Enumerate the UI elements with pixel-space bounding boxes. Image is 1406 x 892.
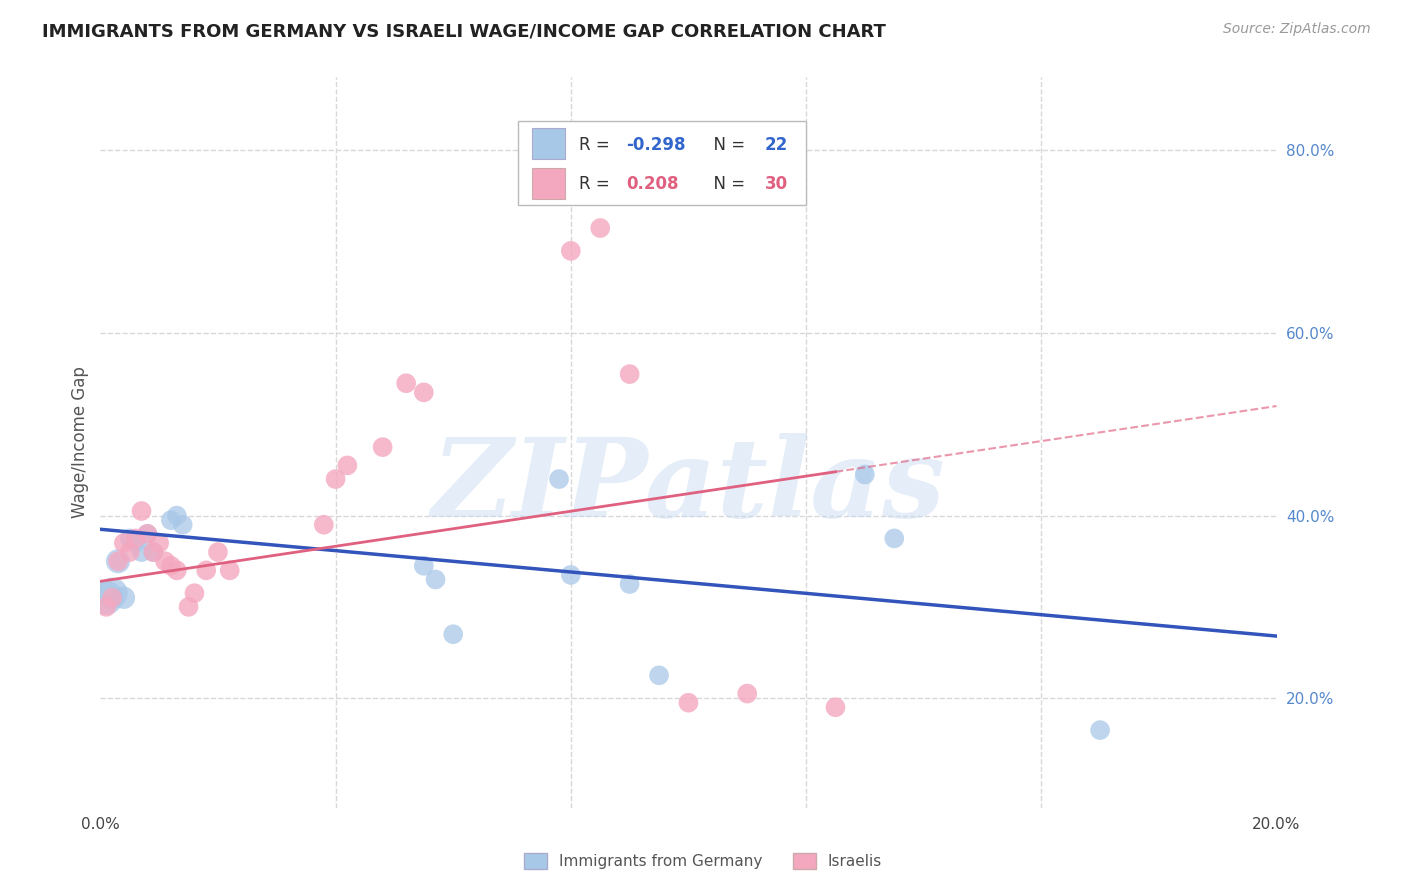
Point bbox=[160, 558, 183, 573]
Point bbox=[589, 221, 612, 235]
Bar bbox=[517, 121, 806, 205]
Point bbox=[112, 536, 135, 550]
Point bbox=[195, 563, 218, 577]
Point bbox=[124, 536, 146, 550]
Bar bbox=[531, 168, 565, 199]
Point bbox=[166, 563, 188, 577]
Point bbox=[371, 440, 394, 454]
Point bbox=[325, 472, 347, 486]
Point bbox=[153, 554, 176, 568]
Point bbox=[218, 563, 240, 577]
Point bbox=[441, 627, 464, 641]
Point bbox=[207, 545, 229, 559]
Point bbox=[560, 568, 582, 582]
Point bbox=[412, 558, 434, 573]
Text: R =: R = bbox=[579, 175, 620, 194]
Point bbox=[124, 532, 146, 546]
Point bbox=[142, 545, 165, 559]
Point bbox=[101, 591, 124, 605]
Point bbox=[142, 545, 165, 559]
Text: 30: 30 bbox=[765, 175, 787, 194]
Text: R =: R = bbox=[579, 136, 614, 153]
Point bbox=[648, 668, 671, 682]
Point bbox=[160, 513, 183, 527]
Point bbox=[619, 367, 641, 381]
Bar bbox=[531, 128, 565, 159]
Point bbox=[96, 591, 118, 605]
Point bbox=[395, 376, 418, 391]
Point bbox=[166, 508, 188, 523]
Point bbox=[96, 599, 118, 614]
Point bbox=[107, 554, 129, 568]
Text: Source: ZipAtlas.com: Source: ZipAtlas.com bbox=[1223, 22, 1371, 37]
Text: N =: N = bbox=[703, 136, 749, 153]
Point bbox=[853, 467, 876, 482]
Point bbox=[177, 599, 200, 614]
Legend: Immigrants from Germany, Israelis: Immigrants from Germany, Israelis bbox=[517, 847, 889, 875]
Point bbox=[678, 696, 700, 710]
Point bbox=[560, 244, 582, 258]
Point bbox=[883, 532, 905, 546]
Point bbox=[312, 517, 335, 532]
Point bbox=[107, 554, 129, 568]
Text: 0.208: 0.208 bbox=[626, 175, 679, 194]
Point bbox=[172, 517, 194, 532]
Point bbox=[118, 545, 141, 559]
Point bbox=[425, 573, 447, 587]
Point bbox=[412, 385, 434, 400]
Point bbox=[131, 504, 153, 518]
Point bbox=[136, 526, 159, 541]
Text: N =: N = bbox=[703, 175, 749, 194]
Point bbox=[735, 687, 758, 701]
Point bbox=[131, 545, 153, 559]
Text: IMMIGRANTS FROM GERMANY VS ISRAELI WAGE/INCOME GAP CORRELATION CHART: IMMIGRANTS FROM GERMANY VS ISRAELI WAGE/… bbox=[42, 22, 886, 40]
Y-axis label: Wage/Income Gap: Wage/Income Gap bbox=[72, 367, 89, 518]
Point bbox=[112, 591, 135, 605]
Text: -0.298: -0.298 bbox=[626, 136, 686, 153]
Point bbox=[824, 700, 846, 714]
Text: 22: 22 bbox=[765, 136, 789, 153]
Point bbox=[101, 586, 124, 600]
Point bbox=[619, 577, 641, 591]
Point bbox=[336, 458, 359, 473]
Point bbox=[548, 472, 571, 486]
Text: ZIPatlas: ZIPatlas bbox=[432, 433, 945, 541]
Point bbox=[148, 536, 170, 550]
Point bbox=[118, 532, 141, 546]
Point bbox=[183, 586, 205, 600]
Point bbox=[1088, 723, 1111, 737]
Point bbox=[136, 526, 159, 541]
